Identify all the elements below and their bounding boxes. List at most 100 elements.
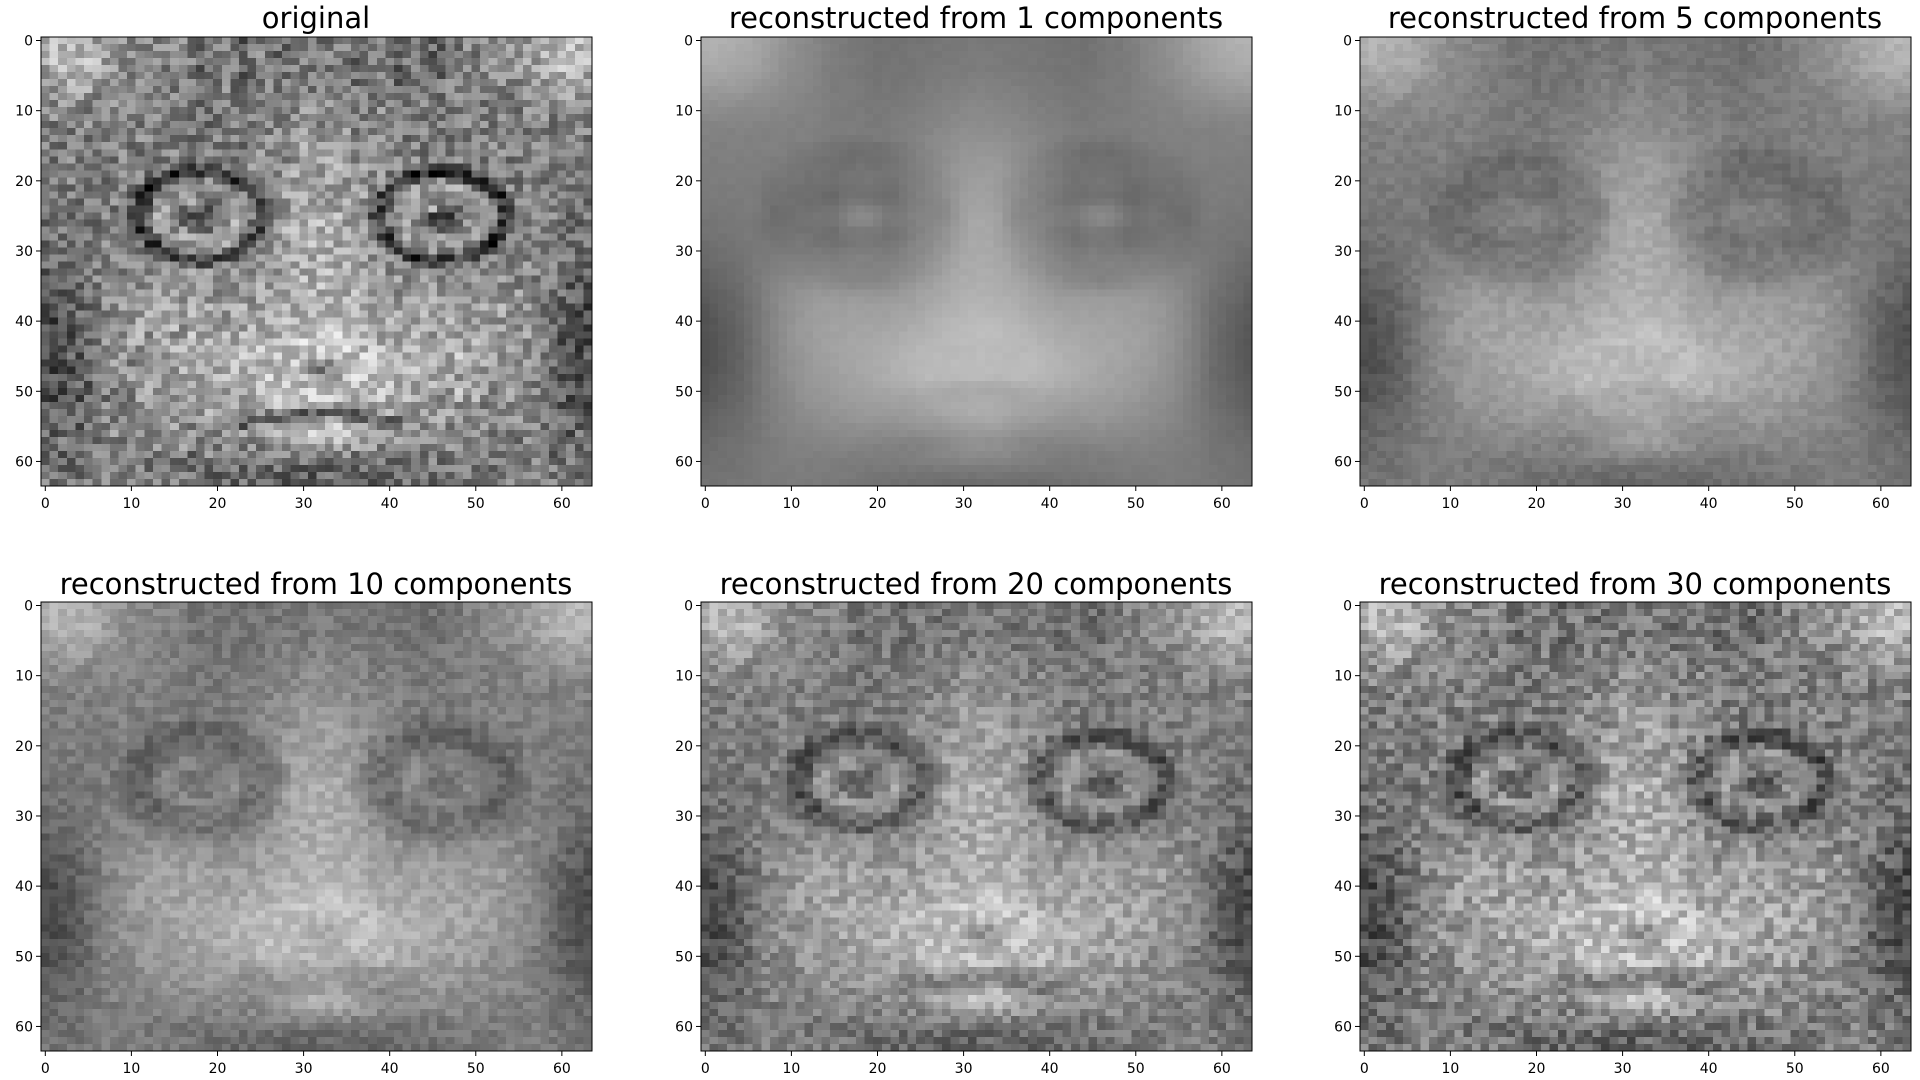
- y-tick-label: 20: [675, 174, 693, 190]
- x-tick-label: 50: [1127, 1061, 1145, 1077]
- x-tick-label: 10: [782, 1061, 800, 1077]
- y-tick-label: 0: [24, 599, 33, 615]
- panel-title: original: [262, 1, 370, 35]
- x-tick-label: 60: [1872, 496, 1890, 512]
- y-tick-label: 10: [1334, 104, 1352, 120]
- x-tick-label: 0: [41, 1061, 50, 1077]
- y-tick-label: 30: [15, 809, 33, 825]
- y-tick-label: 40: [15, 879, 33, 895]
- x-tick-label: 10: [1441, 1061, 1459, 1077]
- axes-frame: [700, 36, 1253, 487]
- y-tick-label: 60: [1334, 454, 1352, 470]
- y-tick-label: 40: [675, 314, 693, 330]
- panel-title: reconstructed from 1 components: [729, 1, 1223, 35]
- y-tick-label: 20: [1334, 739, 1352, 755]
- y-tick-label: 50: [675, 384, 693, 400]
- y-tick-label: 0: [1343, 34, 1352, 50]
- y-tick-label: 20: [1334, 174, 1352, 190]
- x-tick-label: 0: [701, 496, 710, 512]
- y-tick-label: 10: [675, 104, 693, 120]
- y-tick-label: 30: [15, 244, 33, 260]
- x-tick-label: 10: [122, 496, 140, 512]
- y-axis: 0 10 20 30 40 50 60: [1334, 34, 1360, 470]
- panel-original: original 0 10 20 30 40 50 60 0 10 20 30 40 50 60: [15, 1, 593, 512]
- x-tick-label: 50: [1127, 496, 1145, 512]
- x-tick-label: 30: [295, 496, 313, 512]
- x-tick-label: 60: [553, 1061, 571, 1077]
- cat-image-30-components: [1360, 602, 1911, 1051]
- y-tick-label: 60: [15, 1019, 33, 1035]
- x-tick-label: 50: [467, 496, 485, 512]
- x-axis: 0 10 20 30 40 50 60: [701, 1051, 1231, 1077]
- y-tick-label: 20: [15, 739, 33, 755]
- x-tick-label: 30: [955, 496, 973, 512]
- cat-image-10-components: [41, 602, 592, 1051]
- x-axis: 0 10 20 30 40 50 60: [1360, 1051, 1890, 1077]
- panel-20-components: reconstructed from 20 components 0 10 20 30…: [675, 567, 1253, 1077]
- y-tick-label: 30: [675, 244, 693, 260]
- cat-image-1-components: [701, 37, 1252, 486]
- x-tick-label: 30: [295, 1061, 313, 1077]
- x-tick-label: 0: [1360, 496, 1369, 512]
- x-tick-label: 60: [1213, 1061, 1231, 1077]
- y-tick-label: 50: [675, 949, 693, 965]
- y-tick-label: 20: [675, 739, 693, 755]
- y-tick-label: 60: [675, 454, 693, 470]
- x-tick-label: 40: [381, 1061, 399, 1077]
- x-tick-label: 30: [1614, 496, 1632, 512]
- x-tick-label: 20: [1528, 1061, 1546, 1077]
- x-axis: 0 10 20 30 40 50 60: [1360, 486, 1890, 512]
- cat-image-original: [41, 37, 592, 486]
- y-tick-label: 20: [15, 174, 33, 190]
- y-axis: 0 10 20 30 40 50 60: [15, 599, 41, 1035]
- y-tick-label: 40: [15, 314, 33, 330]
- x-tick-label: 20: [869, 1061, 887, 1077]
- panel-title: reconstructed from 30 components: [1379, 567, 1892, 601]
- y-tick-label: 0: [684, 34, 693, 50]
- y-axis: 0 10 20 30 40 50 60: [15, 34, 41, 470]
- x-tick-label: 50: [1786, 496, 1804, 512]
- panel-title: reconstructed from 20 components: [720, 567, 1233, 601]
- panel-title: reconstructed from 5 components: [1388, 1, 1882, 35]
- y-tick-label: 10: [675, 669, 693, 685]
- x-tick-label: 40: [1700, 1061, 1718, 1077]
- x-tick-label: 20: [209, 496, 227, 512]
- x-tick-label: 20: [869, 496, 887, 512]
- y-tick-label: 60: [675, 1019, 693, 1035]
- y-axis: 0 10 20 30 40 50 60: [675, 599, 701, 1035]
- x-tick-label: 60: [1213, 496, 1231, 512]
- x-tick-label: 40: [1041, 1061, 1059, 1077]
- y-tick-label: 60: [1334, 1019, 1352, 1035]
- x-axis: 0 10 20 30 40 50 60: [41, 1051, 571, 1077]
- x-tick-label: 60: [553, 496, 571, 512]
- panel-1-components: reconstructed from 1 components 0 10 20 30 4…: [675, 1, 1253, 512]
- x-tick-label: 30: [955, 1061, 973, 1077]
- y-tick-label: 30: [1334, 244, 1352, 260]
- y-tick-label: 30: [675, 809, 693, 825]
- x-axis: 0 10 20 30 40 50 60: [41, 486, 571, 512]
- panel-30-components: reconstructed from 30 components 0 10 20 30…: [1334, 567, 1912, 1077]
- y-tick-label: 10: [1334, 669, 1352, 685]
- y-tick-label: 40: [675, 879, 693, 895]
- y-axis: 0 10 20 30 40 50 60: [1334, 599, 1360, 1035]
- x-tick-label: 20: [209, 1061, 227, 1077]
- x-tick-label: 40: [1041, 496, 1059, 512]
- x-tick-label: 10: [1441, 496, 1459, 512]
- x-tick-label: 40: [1700, 496, 1718, 512]
- x-tick-label: 0: [41, 496, 50, 512]
- y-tick-label: 40: [1334, 879, 1352, 895]
- y-tick-label: 40: [1334, 314, 1352, 330]
- x-tick-label: 30: [1614, 1061, 1632, 1077]
- axes-frame: [40, 36, 593, 487]
- x-tick-label: 50: [467, 1061, 485, 1077]
- y-tick-label: 10: [15, 669, 33, 685]
- y-tick-label: 0: [1343, 599, 1352, 615]
- cat-image-5-components: [1360, 37, 1911, 486]
- panel-5-components: reconstructed from 5 components 0 10 20 30 4…: [1334, 1, 1912, 512]
- x-tick-label: 40: [381, 496, 399, 512]
- cat-image-20-components: [701, 602, 1252, 1051]
- y-axis: 0 10 20 30 40 50 60: [675, 34, 701, 470]
- y-tick-label: 50: [1334, 384, 1352, 400]
- x-tick-label: 10: [122, 1061, 140, 1077]
